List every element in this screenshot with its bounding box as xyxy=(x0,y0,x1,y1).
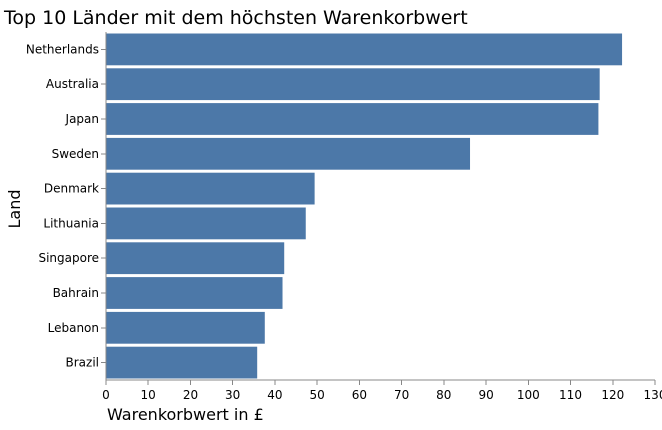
x-tick-label-0: 0 xyxy=(102,388,110,402)
x-tick-label-100: 100 xyxy=(517,388,540,402)
y-tick-label-sweden: Sweden xyxy=(52,147,99,161)
y-tick-label-brazil: Brazil xyxy=(66,356,100,370)
x-tick-label-90: 90 xyxy=(478,388,493,402)
bar-japan xyxy=(106,103,599,135)
y-tick-label-lebanon: Lebanon xyxy=(48,321,99,335)
bar-lithuania xyxy=(106,207,306,240)
y-tick-label-japan: Japan xyxy=(65,112,99,126)
y-tick-label-netherlands: Netherlands xyxy=(26,42,99,56)
x-tick-label-40: 40 xyxy=(267,388,282,402)
x-tick-label-110: 110 xyxy=(559,388,582,402)
y-axis-title: Land xyxy=(5,189,24,228)
bars-layer xyxy=(106,33,623,379)
x-tick-label-30: 30 xyxy=(225,388,240,402)
bar-singapore xyxy=(106,242,285,275)
y-tick-label-singapore: Singapore xyxy=(38,251,99,265)
bar-australia xyxy=(106,68,600,101)
bar-denmark xyxy=(106,172,315,205)
y-tick-label-australia: Australia xyxy=(46,77,99,91)
y-tick-label-denmark: Denmark xyxy=(44,182,99,196)
chart-title: Top 10 Länder mit dem höchsten Warenkorb… xyxy=(3,7,468,29)
x-axis: 0 10 20 30 40 50 60 70 80 90 100 110 120 130 xyxy=(102,379,662,402)
bar-lebanon xyxy=(106,311,265,344)
x-tick-label-120: 120 xyxy=(601,388,624,402)
bar-brazil xyxy=(106,346,258,379)
bar-bahrain xyxy=(106,277,283,309)
x-tick-label-20: 20 xyxy=(183,388,198,402)
x-tick-label-10: 10 xyxy=(141,388,156,402)
bar-netherlands xyxy=(106,33,623,66)
x-tick-label-70: 70 xyxy=(394,388,409,402)
y-axis: Netherlands Australia Japan Sweden Denmark Li… xyxy=(26,32,107,380)
x-tick-label-80: 80 xyxy=(436,388,451,402)
x-axis-title: Warenkorbwert in £ xyxy=(107,405,264,424)
x-tick-label-130: 130 xyxy=(644,388,662,402)
y-tick-label-bahrain: Bahrain xyxy=(53,286,99,300)
x-tick-label-50: 50 xyxy=(310,388,325,402)
x-tick-label-60: 60 xyxy=(352,388,367,402)
y-tick-label-lithuania: Lithuania xyxy=(43,216,99,230)
bar-sweden xyxy=(106,137,471,170)
